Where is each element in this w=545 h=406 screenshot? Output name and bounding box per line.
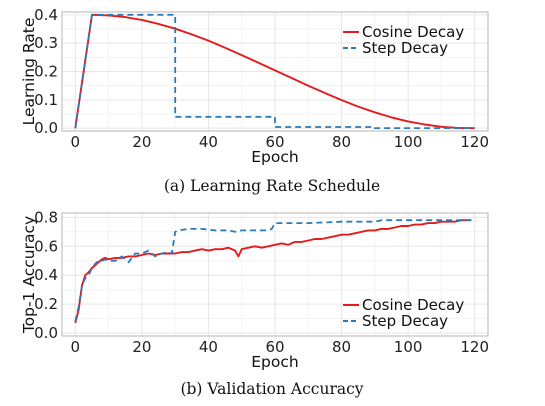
x-tick-label: 100 <box>394 133 423 151</box>
y-tick-label: 0.0 <box>34 119 58 137</box>
plot-frame <box>61 212 489 337</box>
y-axis-label: Learning Rate <box>20 18 38 126</box>
cosine-decay-line <box>74 219 472 324</box>
legend-label: Cosine Decay <box>362 296 464 314</box>
x-tick-label: 0 <box>71 133 81 151</box>
x-tick-label: 80 <box>332 338 351 356</box>
cosine-decay-line <box>74 13 475 130</box>
legend-label: Step Decay <box>362 39 448 57</box>
x-tick-label: 120 <box>460 338 489 356</box>
gridlines <box>62 12 488 131</box>
y-tick-label: 0.2 <box>34 295 58 313</box>
caption-b: (b) Validation Accuracy <box>180 380 363 398</box>
x-tick-label: 120 <box>460 133 489 151</box>
plot-frame <box>61 11 489 132</box>
x-tick-label: 100 <box>394 338 423 356</box>
x-tick-label: 40 <box>199 338 218 356</box>
x-tick-label: 20 <box>132 133 151 151</box>
x-axis-label: Epoch <box>251 353 298 371</box>
legend-label: Step Decay <box>362 312 448 330</box>
y-tick-label: 0.6 <box>34 237 58 255</box>
step-decay-line <box>74 219 472 322</box>
x-tick-label: 80 <box>332 133 351 151</box>
caption-a: (a) Learning Rate Schedule <box>164 177 380 195</box>
y-tick-label: 0.0 <box>34 324 58 342</box>
x-tick-label: 20 <box>132 338 151 356</box>
step-decay-line <box>74 13 475 129</box>
y-tick-label: 0.8 <box>34 208 58 226</box>
y-tick-label: 0.4 <box>34 266 58 284</box>
y-tick-label: 0.1 <box>34 91 58 109</box>
y-axis-label: Top-1 Accuracy <box>20 216 38 334</box>
y-tick-label: 0.3 <box>34 34 58 52</box>
x-tick-label: 0 <box>71 338 81 356</box>
x-tick-label: 60 <box>265 338 284 356</box>
x-tick-label: 60 <box>265 133 284 151</box>
y-tick-label: 0.2 <box>34 63 58 81</box>
legend-label: Cosine Decay <box>362 23 464 41</box>
x-axis-label: Epoch <box>251 148 298 166</box>
x-tick-label: 40 <box>199 133 218 151</box>
chart-learning-rate-schedule: 0 20 40 60 80 100 120 0.0 0.1 0.2 0.3 0.4 Epoch Learn… <box>20 6 489 166</box>
gridlines <box>62 213 488 336</box>
chart-validation-accuracy: 0 20 40 60 80 100 120 0.0 0.2 0.4 0.6 0.8 Epoch Top-1… <box>20 208 489 371</box>
y-tick-label: 0.4 <box>34 6 58 24</box>
